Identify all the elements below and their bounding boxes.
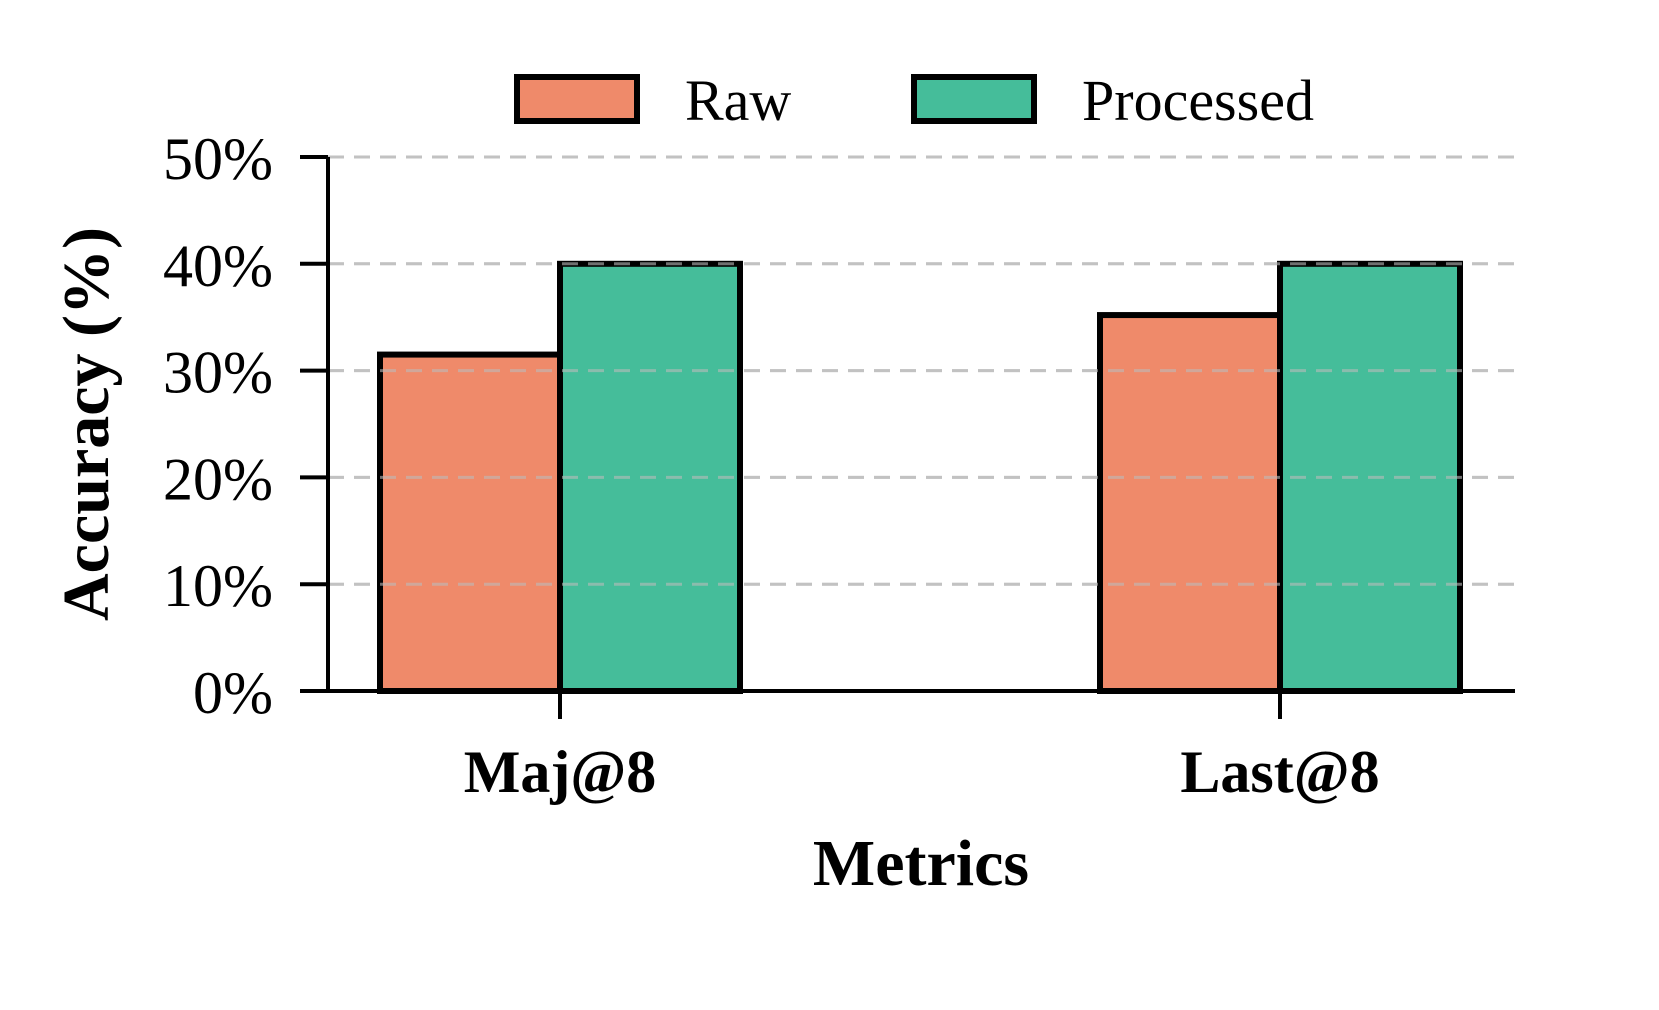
y-tick-label: 0% — [193, 660, 273, 726]
y-axis-label: Accuracy (%) — [50, 227, 123, 621]
x-tick-label: Maj@8 — [464, 739, 656, 805]
bars — [328, 155, 1515, 694]
legend-label-processed: Processed — [1082, 68, 1314, 133]
legend-swatch-raw — [514, 74, 640, 124]
y-tick-label: 10% — [163, 553, 273, 619]
y-tick-label: 30% — [163, 340, 273, 406]
legend-label-raw: Raw — [685, 68, 791, 133]
y-tick-label: 20% — [163, 446, 273, 512]
legend-swatch-processed — [911, 74, 1037, 124]
legend: Raw Processed — [514, 68, 1314, 133]
y-tick-label: 40% — [163, 233, 273, 299]
axes: 0% 10% 20% 30% 40% 50% Maj@8 Last@8 — [163, 126, 1515, 805]
x-axis-label: Metrics — [813, 827, 1029, 900]
y-tick-label: 50% — [163, 126, 273, 192]
x-tick-label: Last@8 — [1180, 739, 1379, 805]
bar-raw-0 — [377, 351, 563, 694]
